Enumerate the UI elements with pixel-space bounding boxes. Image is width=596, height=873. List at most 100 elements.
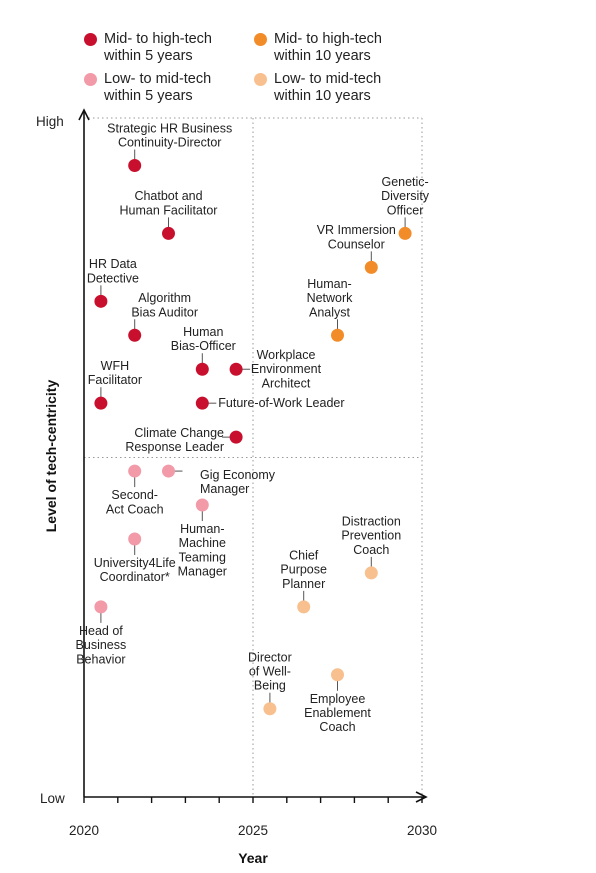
point-label-line: Counselor <box>328 237 385 251</box>
legend-label: Mid- to high-tech within 10 years <box>274 31 382 64</box>
data-point <box>364 260 378 274</box>
point-label-line: Teaming <box>179 550 226 564</box>
point-label-line: Genetic- <box>381 175 428 189</box>
point-label-line: Facilitator <box>88 373 142 387</box>
point-label-line: Continuity-Director <box>118 136 222 150</box>
data-point <box>297 600 311 614</box>
point-label-line: Analyst <box>309 305 351 319</box>
point-label-line: Business <box>76 638 127 652</box>
point-label-line: Human- <box>180 522 224 536</box>
point-label-line: Coach <box>353 543 389 557</box>
point-label-line: Environment <box>251 362 322 376</box>
data-point <box>128 464 142 478</box>
point-label-line: Act Coach <box>106 502 164 516</box>
legend-item-low-mid-5: Low- to mid-tech within 5 years <box>84 71 254 107</box>
point-label-line: WFH <box>101 359 129 373</box>
legend-swatch <box>84 33 97 46</box>
x-axis-arrow <box>415 791 428 803</box>
point-label-line: Bias Auditor <box>131 305 198 319</box>
point-label-line: Human Facilitator <box>120 203 218 217</box>
y-tick-low: Low <box>40 791 65 806</box>
y-axis-arrow <box>78 108 90 121</box>
point-label: Gig Economy Manager <box>200 468 276 496</box>
y-axis-title: Level of tech-centricity <box>43 380 59 533</box>
data-point <box>263 702 277 716</box>
data-points <box>94 159 412 716</box>
x-tick-2020: 2020 <box>69 823 99 838</box>
data-point <box>162 464 175 478</box>
point-label-line: Workplace <box>257 348 316 362</box>
point-label: Climate Change Response Leader <box>125 426 224 454</box>
point-label-line: HR Data <box>89 257 137 271</box>
point-label-line: Coach <box>319 720 355 734</box>
point-label-line: Diversity <box>381 189 430 203</box>
point-label-line: Human- <box>307 277 351 291</box>
point-label-line: Head of <box>79 624 123 638</box>
point-label-line: Climate Change <box>134 426 224 440</box>
point-label-line: Manager <box>200 482 249 496</box>
point-label-line: Prevention <box>341 529 401 543</box>
data-point <box>128 159 142 173</box>
point-label-line: Second- <box>111 488 158 502</box>
legend-item-low-mid-10: Low- to mid-tech within 10 years <box>254 71 424 107</box>
data-point <box>128 328 142 342</box>
point-label-line: Architect <box>262 376 311 390</box>
point-label-line: Purpose <box>280 563 327 577</box>
point-label-line: Strategic HR Business <box>107 121 232 135</box>
y-tick-high: High <box>36 114 64 129</box>
point-label-line: Manager <box>178 565 227 579</box>
point-label-line: Future-of-Work Leader <box>218 396 344 410</box>
point-label-line: Human <box>183 325 223 339</box>
data-point <box>364 566 378 580</box>
point-labels: Strategic HR Business Continuity-Director… <box>76 121 430 734</box>
point-label: University4Life Coordinator* <box>94 556 176 584</box>
legend-label: Mid- to high-tech within 5 years <box>104 31 212 64</box>
x-tick-2025: 2025 <box>238 823 268 838</box>
point-label-line: Bias-Officer <box>171 339 236 353</box>
data-point <box>94 294 108 308</box>
data-point <box>229 362 243 376</box>
point-label-line: University4Life <box>94 556 176 570</box>
point-label: Second-Act Coach <box>106 488 164 516</box>
point-label-line: Chief <box>289 548 319 562</box>
legend-swatch <box>254 33 267 46</box>
point-label: Algorithm Bias Auditor <box>131 291 198 319</box>
data-point <box>331 668 344 682</box>
point-label-line: Chatbot and <box>134 189 202 203</box>
point-label: Human-Machine Teaming Manager <box>178 522 227 579</box>
point-label: WFH Facilitator <box>88 359 142 387</box>
point-label: VR Immersion Counselor <box>317 223 396 251</box>
point-label-line: Detective <box>87 271 139 285</box>
axes <box>78 108 428 803</box>
legend-item-mid-high-5: Mid- to high-tech within 5 years <box>84 31 254 67</box>
point-label: Chatbot and Human Facilitator <box>120 189 218 217</box>
point-label-line: Distraction <box>342 515 401 529</box>
point-label-line: Response Leader <box>125 440 224 454</box>
point-label-line: Employee <box>310 692 366 706</box>
point-label: Future-of-Work Leader <box>218 396 344 410</box>
point-label: Human-Network Analyst <box>307 277 354 319</box>
data-point <box>128 532 142 546</box>
data-point <box>94 600 108 614</box>
point-label-line: Algorithm <box>138 291 191 305</box>
point-label: Director of Well-Being <box>248 650 292 692</box>
point-label-line: Being <box>254 679 286 693</box>
x-tick-2030: 2030 <box>407 823 437 838</box>
point-label-line: Coordinator* <box>100 570 170 584</box>
data-point <box>94 396 108 410</box>
point-label-line: Network <box>307 291 354 305</box>
grid-lines <box>84 117 423 797</box>
point-label: Chief Purpose Planner <box>280 548 327 590</box>
data-point <box>195 396 209 410</box>
point-label: Strategic HR Business Continuity-Director <box>107 121 232 149</box>
legend-swatch <box>84 73 97 86</box>
point-label-line: Enablement <box>304 706 371 720</box>
point-label-line: Machine <box>179 536 226 550</box>
data-point <box>398 226 412 240</box>
data-point <box>195 362 209 376</box>
point-label: Genetic-Diversity Officer <box>381 175 430 217</box>
x-axis-title: Year <box>238 850 268 866</box>
point-label-line: Gig Economy <box>200 468 276 482</box>
point-label-line: VR Immersion <box>317 223 396 237</box>
point-label-line: of Well- <box>249 665 291 679</box>
